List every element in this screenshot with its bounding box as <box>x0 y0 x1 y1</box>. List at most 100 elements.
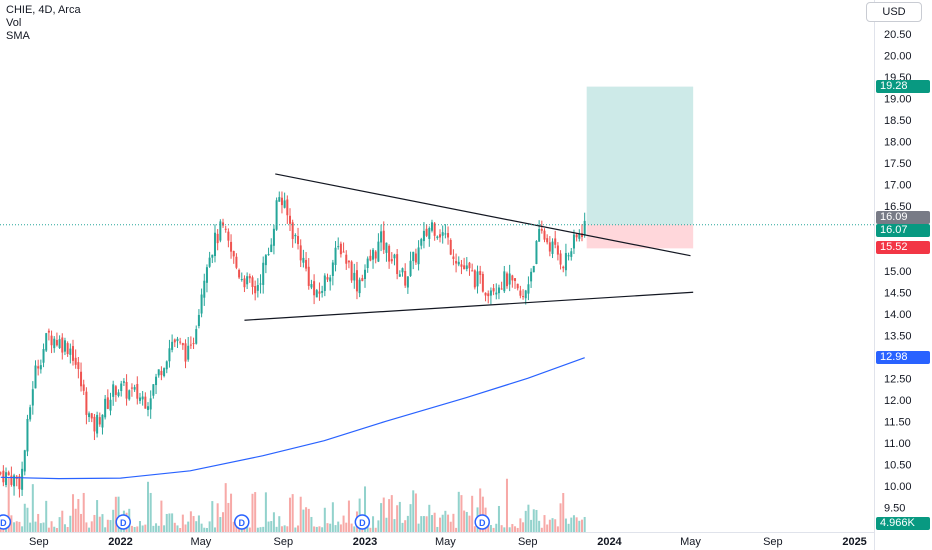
volume-bar <box>369 527 372 532</box>
candle-body <box>514 278 517 282</box>
volume-bar <box>409 504 412 532</box>
volume-bar <box>372 516 375 532</box>
volume-bar <box>516 527 519 532</box>
currency-button[interactable]: USD <box>866 2 922 22</box>
volume-bar <box>538 520 541 532</box>
candle-body <box>396 254 399 275</box>
candle-body <box>66 343 69 355</box>
candle-body <box>122 381 125 383</box>
volume-bar <box>559 503 562 532</box>
volume-bar <box>272 512 275 532</box>
candle-body <box>176 338 179 342</box>
volume-bar <box>13 522 16 532</box>
volume-bar <box>104 527 107 532</box>
volume-bar <box>299 496 302 532</box>
candle-body <box>503 271 506 292</box>
candle-body <box>235 256 238 268</box>
volume-bar <box>42 522 45 532</box>
volume-bar <box>398 501 401 532</box>
candles <box>0 191 586 498</box>
candle-body <box>299 245 302 261</box>
candle-body <box>29 407 32 420</box>
candle-body <box>45 333 48 351</box>
candle-body <box>213 232 216 257</box>
volume-value-tag: 4.966K <box>876 517 930 530</box>
volume-bar <box>578 520 581 532</box>
dividend-label: D <box>479 518 486 528</box>
symbol-label[interactable]: CHIE, 4D, Arca <box>6 4 81 16</box>
candle-body <box>23 450 26 472</box>
candle-body <box>516 283 519 289</box>
candle-body <box>452 256 455 259</box>
candle-body <box>197 314 200 327</box>
volume-bar <box>176 525 179 532</box>
volume-indicator-label[interactable]: Vol <box>6 17 22 29</box>
sma-indicator-label[interactable]: SMA <box>6 30 30 42</box>
candle-body <box>524 290 527 299</box>
volume-bar <box>495 523 498 532</box>
sma-polyline <box>0 357 585 480</box>
volume-bar <box>447 514 450 532</box>
volume-bar <box>554 519 557 532</box>
volume-bar <box>380 503 383 532</box>
volume-bar <box>192 516 195 532</box>
candle-body <box>133 387 136 390</box>
volume-bar <box>305 507 308 532</box>
price-tick-label: 10.50 <box>884 459 912 471</box>
candle-body <box>155 376 158 386</box>
candle-body <box>460 264 463 267</box>
candle-body <box>361 278 364 282</box>
candle-body <box>449 239 452 255</box>
volume-bar <box>267 521 270 532</box>
volume-bar <box>232 521 235 532</box>
candle-body <box>219 221 222 241</box>
volume-bar <box>406 515 409 532</box>
candle-body <box>347 260 350 263</box>
time-axis[interactable]: Sep 2022 May Sep 2023 May Sep 2024 May Sep 2025 <box>0 532 874 549</box>
volume-bar <box>463 510 466 532</box>
volume-bar <box>382 497 385 532</box>
volume-bar <box>173 522 176 532</box>
volume-bar <box>47 527 50 532</box>
volume-bar <box>396 505 399 532</box>
volume-bar <box>452 513 455 532</box>
volume-bar <box>66 527 69 532</box>
candle-body <box>101 414 104 428</box>
volume-bar <box>420 516 423 532</box>
volume-bar <box>313 526 316 532</box>
candle-body <box>130 387 133 389</box>
candle-body <box>69 348 72 355</box>
volume-bar <box>195 521 198 532</box>
candle-body <box>372 249 375 260</box>
volume-bar <box>259 527 262 532</box>
candle-body <box>414 253 417 263</box>
candle-body <box>358 279 361 294</box>
candle-body <box>500 288 503 290</box>
volume-bar <box>374 527 377 532</box>
candle-body <box>310 284 313 288</box>
volume-bar <box>460 495 463 532</box>
volume-bar <box>69 515 72 532</box>
volume-bars <box>0 477 586 532</box>
candle-body <box>393 254 396 259</box>
volume-bar <box>29 522 32 532</box>
trendlines <box>244 173 694 321</box>
candle-body <box>476 271 479 287</box>
candle-body <box>82 384 85 391</box>
volume-bar <box>251 493 254 532</box>
volume-bar <box>294 527 297 532</box>
volume-bar <box>540 527 543 532</box>
dividend-marker <box>474 514 490 530</box>
candle-body <box>10 475 13 485</box>
candle-body <box>195 329 198 344</box>
volume-bar <box>179 527 182 532</box>
volume-bar <box>165 513 168 532</box>
volume-bar <box>93 514 96 532</box>
candle-body <box>192 343 195 345</box>
volume-bar <box>63 524 66 532</box>
candle-body <box>313 281 316 296</box>
candle-body <box>422 230 425 242</box>
volume-bar <box>133 527 136 532</box>
candle-body <box>321 290 324 293</box>
